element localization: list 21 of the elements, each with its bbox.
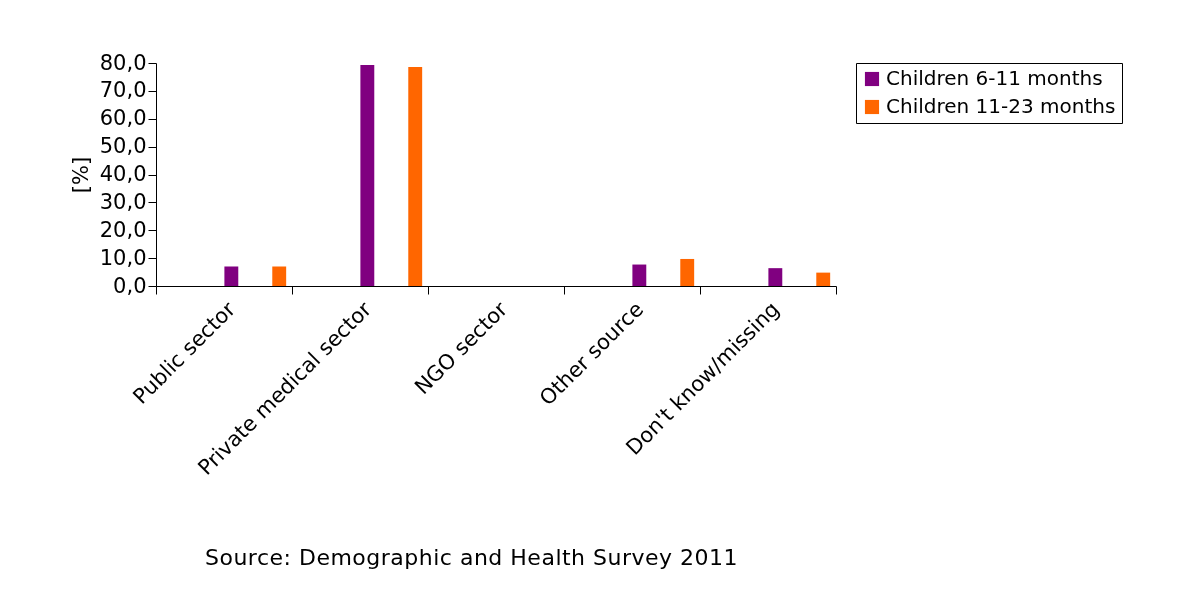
y-tick-label: 80,0: [99, 50, 147, 75]
bar: [680, 258, 695, 286]
legend-label: Children 6-11 months: [886, 66, 1103, 90]
y-tick-label: 50,0: [99, 134, 147, 159]
y-tick-label: 30,0: [99, 189, 147, 214]
y-tick-label: 20,0: [99, 217, 147, 242]
bar: [816, 272, 831, 286]
y-tick-label: 0,0: [113, 273, 147, 298]
y-tick-label: 60,0: [99, 106, 147, 131]
y-axis-title: [%]: [68, 156, 93, 194]
legend-label: Children 11-23 months: [886, 94, 1116, 118]
y-tick-label: 40,0: [99, 162, 147, 186]
bar: [272, 266, 287, 286]
source-note: Source: Demographic and Health Survey 2011: [205, 545, 739, 570]
bar: [768, 268, 783, 286]
y-tick-label: 70,0: [99, 78, 147, 103]
bar: [360, 64, 375, 286]
bar: [224, 266, 239, 286]
y-tick-label: 10,0: [99, 245, 147, 270]
bar: [632, 264, 647, 286]
bar: [408, 66, 423, 286]
